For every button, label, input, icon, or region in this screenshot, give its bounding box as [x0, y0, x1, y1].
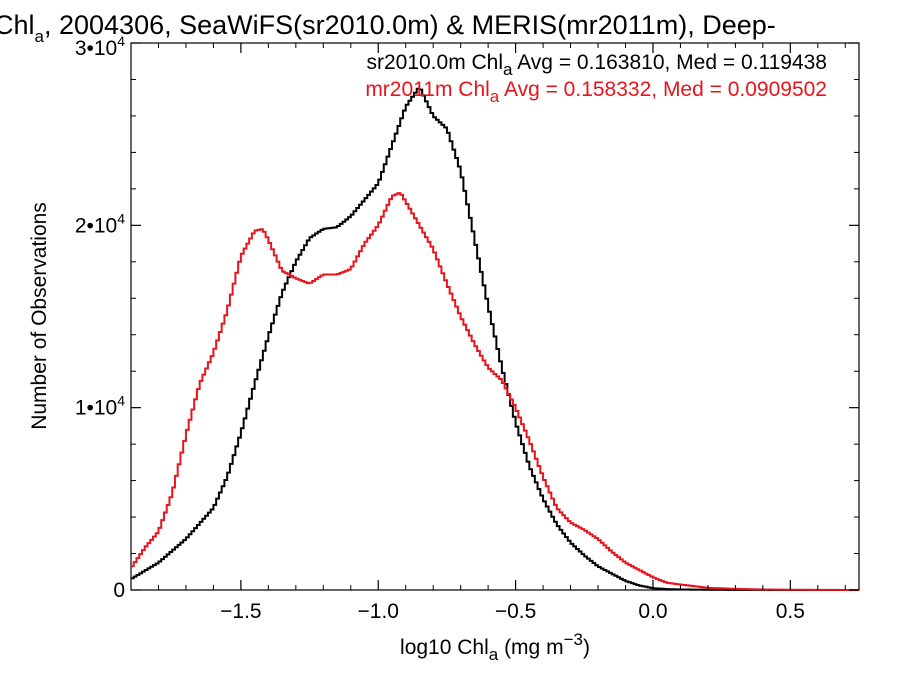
series-line-sr2010.0m: [131, 87, 859, 591]
ticks-layer: −1.5 −1.0 −0.5 0.0 0.5 0 1•104 2•104 3•104: [75, 33, 859, 623]
x-axis-label-prefix: log10 Chl: [400, 636, 489, 659]
chart-title-subscript: a: [35, 27, 45, 46]
legend-mr2011-prefix: mr2011m Chl: [365, 78, 489, 101]
x-axis-label-mid: (mg m: [498, 636, 563, 659]
x-tick-label: −0.5: [495, 600, 536, 623]
chart-title-prefix: Chl: [0, 10, 35, 40]
x-axis-label-subscript: a: [489, 645, 499, 664]
chart-title-rest: , 2004306, SeaWiFS(sr2010.0m) & MERIS(mr…: [44, 10, 776, 40]
x-tick-label: −1.5: [220, 600, 261, 623]
y-tick-label: 3•104: [75, 33, 125, 60]
y-tick-label: 0: [113, 579, 125, 602]
legend-mr2011: mr2011m Chla Avg = 0.158332, Med = 0.090…: [365, 78, 827, 106]
plot-frame: [130, 42, 860, 591]
series-layer: [131, 87, 859, 591]
legend-mr2011-stats: Avg = 0.158332, Med = 0.0909502: [499, 78, 827, 101]
x-tick-label: −1.0: [358, 600, 399, 623]
x-tick-label: 0.0: [638, 600, 667, 623]
legend-sr2010: sr2010.0m Chla Avg = 0.163810, Med = 0.1…: [366, 51, 827, 79]
x-axis-label-superscript: −3: [564, 630, 583, 649]
legend-mr2011-subscript: a: [490, 87, 500, 106]
y-axis-label: Number of Observations: [28, 202, 51, 430]
series-line-mr2011m: [131, 192, 859, 591]
x-axis-label-suffix: ): [583, 636, 590, 659]
y-tick-label: 1•104: [75, 393, 125, 420]
legend-sr2010-subscript: a: [503, 60, 513, 79]
y-tick-label: 2•104: [75, 210, 125, 237]
x-tick-label: 0.5: [776, 600, 805, 623]
chart-title: Chla, 2004306, SeaWiFS(sr2010.0m) & MERI…: [0, 10, 776, 46]
x-axis-label: log10 Chla (mg m−3): [400, 630, 590, 664]
legend-sr2010-stats: Avg = 0.163810, Med = 0.119438: [513, 51, 828, 74]
legend-sr2010-prefix: sr2010.0m Chl: [366, 51, 503, 74]
